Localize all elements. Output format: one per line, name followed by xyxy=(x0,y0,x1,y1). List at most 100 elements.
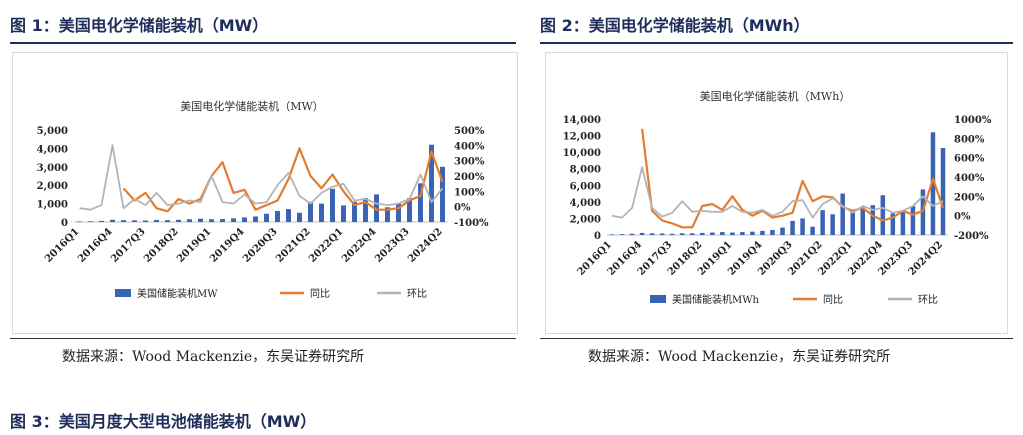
figure-1-top-rule xyxy=(10,42,516,44)
bar-mark xyxy=(242,217,247,222)
bar-mark xyxy=(253,216,258,222)
bar-mark xyxy=(940,148,946,235)
bar-mark xyxy=(440,166,445,222)
bar-mark xyxy=(720,232,725,235)
y-left-tick-label: 5,000 xyxy=(37,126,68,137)
y-right-tick-label: 600% xyxy=(954,154,985,165)
bar-mark xyxy=(165,220,170,222)
bar-mark xyxy=(330,188,335,222)
bar-mark xyxy=(264,213,269,222)
bar-mark xyxy=(920,189,926,235)
figure-2-bottom-rule xyxy=(540,338,1013,339)
figure-2-top-rule xyxy=(540,42,1013,44)
figure-2-source: 数据来源：Wood Mackenzie，东吴证券研究所 xyxy=(588,349,891,365)
legend-bar-label: 美国储能装机MWh xyxy=(672,293,760,306)
bar-mark xyxy=(88,221,93,222)
bar-mark xyxy=(760,230,765,235)
bar-mark xyxy=(209,219,214,222)
y-right-tick-label: 0% xyxy=(954,212,971,223)
figure-1-bottom-rule xyxy=(10,338,516,339)
bar-mark xyxy=(629,233,635,235)
y-right-tick-label: 800% xyxy=(954,134,985,145)
legend-yoy-label: 同比 xyxy=(823,294,843,306)
y-left-tick-label: 4,000 xyxy=(570,198,601,209)
chart-title: 美国电化学储能装机（MWh） xyxy=(700,89,851,103)
bar-mark xyxy=(639,232,645,235)
bar-mark xyxy=(187,219,192,222)
bar-mark xyxy=(132,220,137,222)
bar-mark xyxy=(77,221,82,222)
bar-mark xyxy=(649,233,655,235)
y-left-tick-label: 0 xyxy=(594,231,601,242)
bar-mark xyxy=(619,234,625,235)
qoq-line xyxy=(79,144,444,211)
bar-mark xyxy=(890,213,896,235)
legend-yoy-label: 同比 xyxy=(310,288,330,300)
y-right-tick-label: -200% xyxy=(954,231,989,242)
bar-mark xyxy=(750,231,755,235)
qoq-line xyxy=(611,166,944,219)
bar-mark xyxy=(930,132,936,235)
y-right-tick-label: 300% xyxy=(454,157,485,168)
y-left-tick-label: 1,000 xyxy=(37,200,68,211)
y-left-tick-label: 4,000 xyxy=(37,144,68,155)
bar-mark xyxy=(396,203,401,222)
bar-mark xyxy=(220,219,225,222)
y-right-tick-label: -100% xyxy=(454,218,489,229)
y-left-tick-label: 3,000 xyxy=(37,163,68,174)
bar-mark xyxy=(730,232,735,235)
bar-mark xyxy=(860,208,866,235)
y-left-tick-label: 2,000 xyxy=(37,181,68,192)
bar-mark xyxy=(418,183,423,222)
y-right-tick-label: 500% xyxy=(454,126,485,137)
bar-mark xyxy=(780,227,785,235)
y-right-tick-label: 200% xyxy=(954,192,985,203)
y-right-tick-label: 200% xyxy=(454,172,485,183)
bar-mark xyxy=(790,220,795,235)
bar-mark xyxy=(308,201,313,222)
bar-mark xyxy=(143,220,148,222)
bar-mark xyxy=(910,206,916,235)
yoy-line xyxy=(122,147,444,213)
bar-mark xyxy=(900,210,906,235)
bar-mark xyxy=(121,220,126,222)
y-left-tick-label: 6,000 xyxy=(570,181,601,192)
bar-mark xyxy=(609,234,615,235)
bar-mark xyxy=(319,203,324,222)
bar-mark xyxy=(374,194,379,222)
y-left-tick-label: 12,000 xyxy=(563,132,601,143)
legend-bar-swatch xyxy=(650,295,666,303)
bar-mark xyxy=(770,230,775,235)
bar-mark xyxy=(385,207,390,222)
bar-mark xyxy=(810,226,815,235)
bar-mark xyxy=(870,205,876,235)
y-left-tick-label: 8,000 xyxy=(570,165,601,176)
legend-qoq-label: 环比 xyxy=(407,288,427,300)
y-right-tick-label: 400% xyxy=(954,173,985,184)
bar-mark xyxy=(880,195,886,235)
bar-mark xyxy=(740,232,745,235)
bar-mark xyxy=(341,205,346,222)
yoy-line xyxy=(641,128,945,229)
bar-mark xyxy=(110,219,115,222)
bar-mark xyxy=(669,233,675,235)
legend-bar-label: 美国储能装机MW xyxy=(137,287,218,300)
bar-mark xyxy=(700,232,705,235)
chart-1-mw: 美国电化学储能装机（MW） 0 1,000 2,000 3,000 4,000 5,000 -… xyxy=(12,52,518,334)
bar-mark xyxy=(231,218,236,222)
bar-mark xyxy=(850,211,855,235)
bar-mark xyxy=(659,233,665,235)
bar-mark xyxy=(830,214,835,235)
bar-mark xyxy=(407,198,412,222)
bar-mark xyxy=(710,232,715,235)
bar-mark xyxy=(800,218,805,235)
figure-2-title: 图 2：美国电化学储能装机（MWh） xyxy=(540,16,810,35)
bar-mark xyxy=(275,210,280,222)
y-left-tick-label: 2,000 xyxy=(570,214,601,225)
y-left-tick-label: 14,000 xyxy=(563,115,601,126)
y-right-tick-label: 0% xyxy=(454,203,471,214)
bar-mark xyxy=(176,219,181,222)
legend-bar-swatch xyxy=(115,289,131,297)
figure-1-source: 数据来源：Wood Mackenzie，东吴证券研究所 xyxy=(62,349,365,365)
bar-mark xyxy=(363,198,368,222)
